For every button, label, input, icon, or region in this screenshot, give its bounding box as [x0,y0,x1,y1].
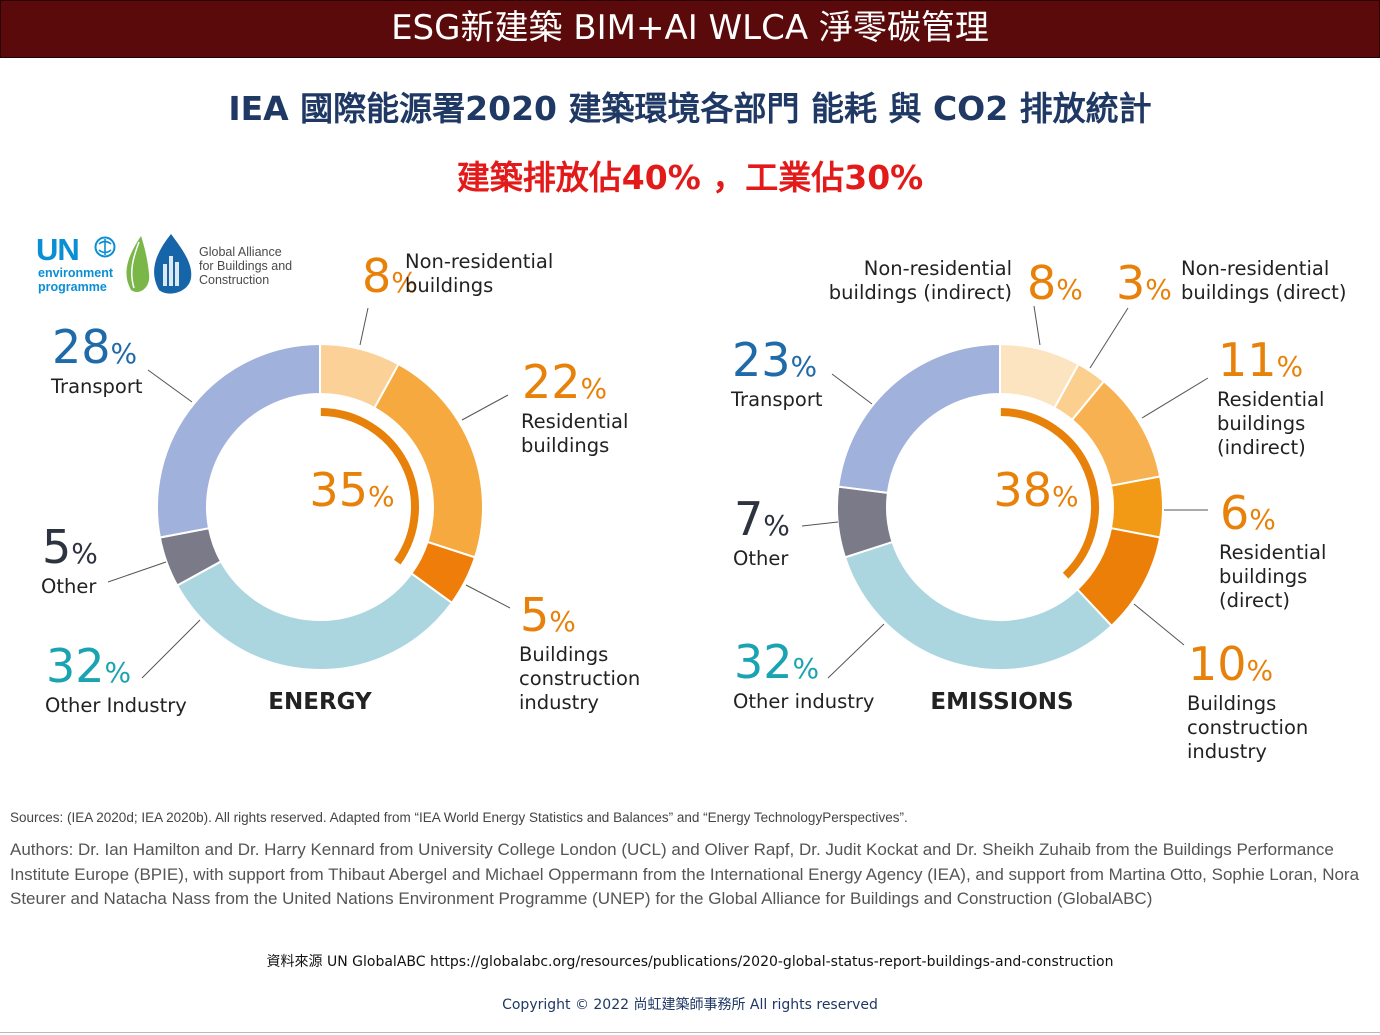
value-label: 8% [1027,256,1083,310]
value-label: 22% [522,355,607,409]
value-label: 7% [734,492,790,546]
label-other: 5%Other [41,520,167,598]
label-other-industry: 32%Other industry [733,623,885,713]
category-label: industry [1187,740,1267,763]
value-label: 8% [362,249,418,303]
sources-note: Sources: (IEA 2020d; IEA 2020b). All rig… [10,810,908,825]
leader-line [461,394,509,421]
value-label: 5% [520,588,576,642]
buildings-share-arc [320,408,419,565]
center-value: 35% [309,463,394,517]
leader-line [827,623,885,679]
leader-line [359,307,369,346]
category-label: Non-residential [405,250,553,273]
label-transport: 28%Transport [50,320,193,403]
category-label: Transport [50,375,143,398]
category-label: Buildings [1187,692,1276,715]
category-label: Non-residential [864,257,1012,280]
value-label: 28% [52,320,137,374]
buildings-share-arc [1000,408,1099,579]
value-label: 32% [734,635,819,689]
value-label: 23% [732,333,817,387]
un-globalabc-logo: UN environment programme Global Alliance… [36,232,316,302]
category-label: Residential [1219,541,1326,564]
slice-other-industry [843,540,1113,671]
category-label: buildings [1219,565,1307,588]
leader-line [1033,305,1041,346]
chart-title: ENERGY [268,689,372,715]
label-other: 7%Other [733,492,839,570]
category-label: Other [41,575,97,598]
category-label: Other Industry [45,694,187,717]
category-label: buildings (direct) [1181,281,1346,304]
category-label: Transport [730,388,823,411]
leader-line [801,521,839,527]
category-label: buildings [521,434,609,457]
label-other-industry: 32%Other Industry [45,619,201,717]
category-label: (indirect) [1217,436,1306,459]
category-label: Other [733,547,789,570]
globalabc-mark-icon [126,234,192,294]
slice-transport [156,342,321,539]
page-title: IEA 國際能源署2020 建築環境各部門 能耗 與 CO2 排放統計 [228,89,1152,128]
category-label: construction [1187,716,1308,739]
value-label: 11% [1218,333,1303,387]
chart-title: EMISSIONS [930,689,1073,715]
leader-line [465,584,511,609]
slice-other-industry [175,560,454,671]
category-label: industry [519,691,599,714]
category-label: Residential [521,410,628,433]
leader-line [147,369,193,403]
category-label: (direct) [1219,589,1290,612]
slice-transport [837,342,1001,494]
category-label: Residential [1217,388,1324,411]
category-label: buildings [1217,412,1305,435]
leader-line [107,561,167,583]
chart-energy: 35%ENERGY8%Non-residentialbuildings22%Re… [41,249,640,717]
leader-line [1141,377,1209,419]
leader-line [1089,307,1129,369]
category-label: buildings (indirect) [829,281,1012,304]
value-label: 3% [1116,256,1172,310]
label-transport: 23%Transport [730,333,873,411]
category-label: Buildings [519,643,608,666]
donut-charts: 35%ENERGY8%Non-residentialbuildings22%Re… [41,249,1346,763]
un-emblem-icon [94,236,116,258]
value-label: 32% [46,639,131,693]
slice-residential-buildings-direct [1109,475,1164,539]
un-programme-label: environment programme [38,266,114,294]
leader-line [1133,603,1185,646]
data-source-reference: 資料來源 UN GlobalABC https://globalabc.org/… [266,954,1114,970]
category-label: Other industry [733,690,874,713]
value-label: 6% [1220,486,1276,540]
leader-line [141,619,201,679]
leader-line [831,373,873,405]
slice-residential-buildings [373,362,484,559]
value-label: 5% [42,520,98,574]
category-label: Non-residential [1181,257,1329,280]
center-value: 38% [993,463,1078,517]
page-subtitle: 建築排放佔40% ，工業佔30% [456,158,924,197]
category-label: construction [519,667,640,690]
globalabc-label: Global Alliance for Buildings and Constr… [199,245,293,287]
authors-note: Authors: Dr. Ian Hamilton and Dr. Harry … [10,840,1360,908]
header-banner: ESG新建築 BIM+AI WLCA 淨零碳管理 [0,0,1380,58]
category-label: buildings [405,274,493,297]
bottom-divider [0,1032,1380,1033]
un-logo-text: UN [36,232,80,267]
copyright-notice: Copyright © 2022 尚虹建築師事務所 All rights res… [502,997,878,1013]
value-label: 10% [1188,637,1273,691]
